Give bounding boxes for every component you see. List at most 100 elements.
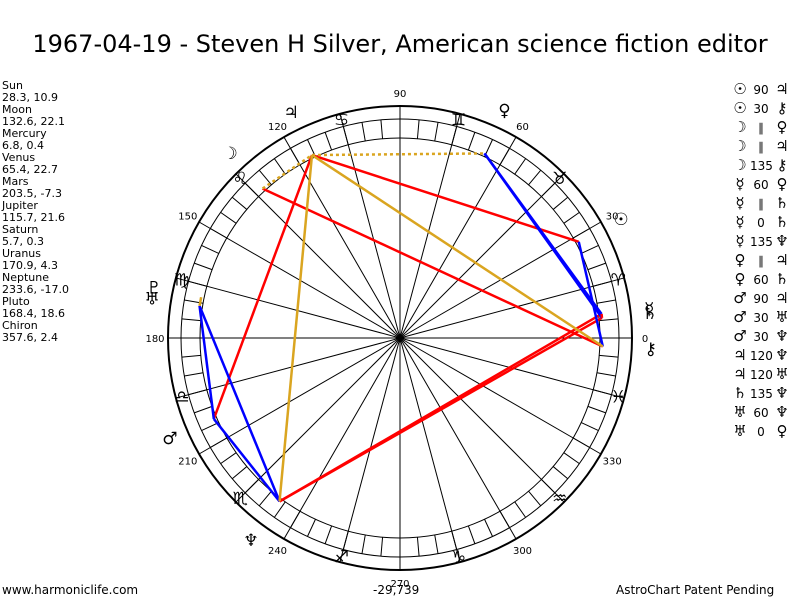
aspect-angle: ∥ <box>758 121 764 135</box>
virgo-sign-icon: ♍ <box>174 271 189 291</box>
degree-tick <box>484 519 494 537</box>
planet-position-saturn: 5.7, 0.3 <box>2 235 44 248</box>
aspect-planet-2-icon: ♀ <box>776 118 788 136</box>
gemini-sign-icon: ♊ <box>451 111 466 131</box>
degree-tick <box>581 422 599 432</box>
aspect-angle: 135 <box>750 159 773 173</box>
chiron-icon: ⚷ <box>645 340 657 360</box>
aspect-planet-1-icon: ☽ <box>733 137 747 155</box>
degree-tick <box>599 318 619 322</box>
degree-tick <box>361 534 366 554</box>
aspect-planet-1-icon: ☽ <box>733 156 747 174</box>
spoke-line <box>235 173 401 339</box>
aspect-planet-2-icon: ♆ <box>775 403 789 421</box>
planet-position-list: Sun 28.3, 10.9 Moon 132.6, 22.1 Mercury 6.8, … <box>2 80 69 344</box>
aspect-planet-1-icon: ♂ <box>733 289 747 307</box>
aspect-angle: 60 <box>753 406 769 420</box>
planet-name-pluto: Pluto <box>2 295 30 308</box>
degree-tick <box>587 262 606 271</box>
cancer-sign-icon: ♋ <box>334 111 349 131</box>
degree-tick <box>416 537 420 557</box>
degree-tick <box>324 132 333 151</box>
planet-name-mars: Mars <box>2 175 29 188</box>
spoke-line <box>399 173 565 339</box>
degree-label-120: 120 <box>268 122 287 133</box>
planet-name-moon: Moon <box>2 103 32 116</box>
spoke-line <box>399 277 625 339</box>
mercury-icon: ☿ <box>644 299 654 319</box>
degree-tick <box>552 466 569 480</box>
spoke-line <box>399 337 517 540</box>
aspect-planet-2-icon: ♅ <box>775 365 789 383</box>
degree-tick <box>528 490 542 507</box>
footer-patent: AstroChart Patent Pending <box>616 583 775 597</box>
aspect-planet-2-icon: ♃ <box>775 251 789 269</box>
planet-name-sun: Sun <box>2 79 23 92</box>
aspect-line <box>212 418 281 503</box>
aspect-planet-1-icon: ♀ <box>734 251 746 269</box>
libra-sign-icon: ♎ <box>174 387 189 407</box>
aspect-angle: 120 <box>750 349 773 363</box>
aspect-planet-1-icon: ♃ <box>733 365 747 383</box>
spoke-line <box>175 277 401 339</box>
degree-tick <box>231 466 248 480</box>
mars-icon: ♂ <box>162 429 177 449</box>
aspect-angle: 135 <box>750 235 773 249</box>
aspect-row: ☽ 135 ⚷ <box>730 156 792 175</box>
aspect-planet-1-icon: ♃ <box>733 346 747 364</box>
degree-tick <box>273 158 286 175</box>
degree-tick <box>467 132 476 151</box>
aspect-angle: ∥ <box>758 197 764 211</box>
aspect-row: ☿ ∥ ♄ <box>730 194 792 213</box>
aspect-angle: 30 <box>753 102 769 116</box>
aspect-angle: 90 <box>753 83 769 97</box>
aspect-line <box>198 296 203 307</box>
degree-tick <box>587 405 606 414</box>
aspect-planet-2-icon: ♀ <box>776 175 788 193</box>
jupiter-icon: ♃ <box>284 103 299 123</box>
spoke-line <box>339 113 401 339</box>
aspect-planet-2-icon: ⚷ <box>776 156 788 174</box>
aspect-angle: 30 <box>753 311 769 325</box>
aspect-line <box>311 153 580 243</box>
degree-tick <box>467 525 476 544</box>
aspect-row: ♄ 135 ♆ <box>730 384 792 403</box>
spoke-line <box>235 337 401 503</box>
degree-tick <box>258 490 272 507</box>
spoke-line <box>283 337 401 540</box>
pisces-sign-icon: ♓ <box>611 387 626 407</box>
degree-tick <box>220 211 237 224</box>
aspect-angle: ∥ <box>758 140 764 154</box>
aspect-planet-2-icon: ⚷ <box>776 99 788 117</box>
degree-label-30: 30 <box>606 212 619 223</box>
aspect-row: ☉ 30 ⚷ <box>730 99 792 118</box>
degree-label-0: 0 <box>642 334 648 345</box>
uranus-icon: ♅ <box>145 289 160 309</box>
aries-sign-icon: ♈ <box>611 271 626 291</box>
aspect-row: ♀ ∥ ♃ <box>730 251 792 270</box>
aspect-row: ☿ 60 ♀ <box>730 175 792 194</box>
aspect-angle: ∥ <box>758 254 764 268</box>
aspect-planet-2-icon: ♆ <box>775 384 789 402</box>
footer-website[interactable]: www.harmoniclife.com <box>2 583 139 597</box>
aspect-line <box>278 154 314 502</box>
aspect-planet-2-icon: ♆ <box>775 327 789 345</box>
aspect-planet-2-icon: ♃ <box>775 80 789 98</box>
aspect-planet-2-icon: ♆ <box>775 232 789 250</box>
degree-tick <box>194 262 213 271</box>
spoke-line <box>283 136 401 339</box>
degree-tick <box>194 405 213 414</box>
aspect-row: ♂ 90 ♃ <box>730 289 792 308</box>
degree-tick <box>231 196 248 210</box>
degree-tick <box>552 196 569 210</box>
aspect-line <box>261 154 313 190</box>
aspect-planet-1-icon: ♂ <box>733 327 747 345</box>
planet-position-moon: 132.6, 22.1 <box>2 115 65 128</box>
degree-label-210: 210 <box>178 457 197 468</box>
planet-name-saturn: Saturn <box>2 223 39 236</box>
aspect-angle: 60 <box>753 178 769 192</box>
planet-name-jupiter: Jupiter <box>2 199 38 212</box>
scorpio-sign-icon: ♏ <box>233 489 248 509</box>
degree-label-180: 180 <box>145 334 164 345</box>
degree-tick <box>201 422 219 432</box>
